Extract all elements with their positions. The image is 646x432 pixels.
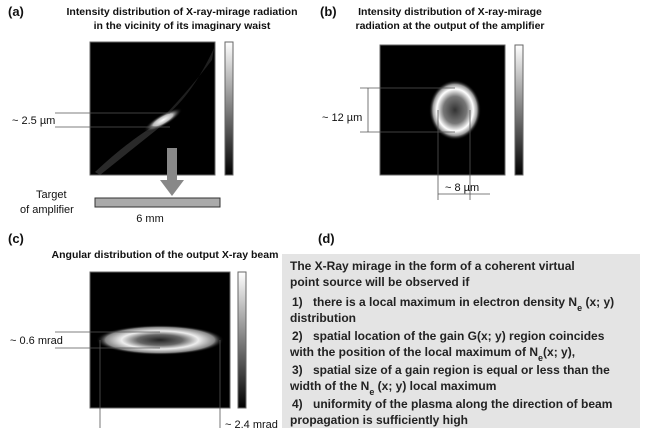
item-number: 2) (292, 329, 303, 343)
panel-title: Angular distribution of the output X-ray… (52, 249, 279, 261)
panel-title: Intensity distribution of X-ray-mirage r… (66, 6, 297, 18)
item-text: with the position of the local maximum o… (289, 345, 575, 363)
dimension-label: ~ 2.4 mrad (225, 419, 278, 431)
subscript: e (538, 353, 543, 363)
item-text: propagation is sufficiently high (290, 413, 468, 427)
heatmap (89, 41, 216, 176)
text-segment: spatial size of a gain region is equal o… (313, 363, 610, 377)
heading: point source will be observed if (290, 275, 470, 289)
colorbar (237, 271, 247, 409)
panel-title: in the vicinity of its imaginary waist (94, 20, 271, 32)
text-segment: (x; y) (582, 295, 614, 309)
hot-spot (143, 107, 183, 133)
dimension-label: ~ 0.6 mrad (10, 335, 63, 347)
item-text: spatial size of a gain region is equal o… (313, 363, 610, 377)
text-segment: with the position of the local maximum o… (289, 345, 538, 359)
dimension-label: ~ 8 µm (445, 182, 479, 194)
ring (429, 80, 481, 140)
dimension-label: ~ 2.5 µm (12, 115, 55, 127)
panel-label: (d) (318, 231, 335, 246)
panel-title: radiation at the output of the amplifier (356, 20, 545, 32)
panel-d: (d) The X-Ray mirage in the form of a co… (282, 231, 640, 428)
item-text: width of the Ne (x; y) local maximum (289, 379, 496, 397)
arrow-shaft (167, 148, 177, 180)
target-bar (94, 197, 221, 208)
text-segment: uniformity of the plasma along the direc… (313, 397, 612, 411)
length-label: 6 mm (136, 213, 164, 225)
conditions-box (282, 254, 640, 428)
text-segment: (x; y) local maximum (374, 379, 496, 393)
panel-label: (c) (8, 231, 24, 246)
subscript: e (577, 303, 582, 313)
text-segment: width of the N (289, 379, 369, 393)
text-segment: there is a local maximum in electron den… (313, 295, 577, 309)
item-text: there is a local maximum in electron den… (313, 295, 614, 313)
item-text: distribution (290, 311, 356, 325)
item-number: 1) (292, 295, 303, 309)
beam-spot (96, 325, 224, 355)
text-segment: (x; y), (543, 345, 575, 359)
arrow-head (160, 180, 184, 196)
panel-label: (b) (320, 4, 337, 19)
subscript: e (369, 387, 374, 397)
target-label: Target (36, 189, 67, 201)
panel-a: (a) Intensity distribution of X-ray-mira… (8, 4, 298, 225)
target-label: of amplifier (20, 204, 74, 216)
item-text: spatial location of the gain G(x; y) reg… (313, 329, 605, 343)
text-segment: distribution (290, 311, 356, 325)
item-number: 4) (292, 397, 303, 411)
panel-title: Intensity distribution of X-ray-mirage (358, 6, 542, 18)
colorbar (224, 41, 234, 176)
dimension-label: ~ 12 µm (322, 112, 362, 124)
heading: The X-Ray mirage in the form of a cohere… (290, 259, 575, 273)
panel-b: (b) Intensity distribution of X-ray-mira… (320, 4, 545, 200)
panel-c: (c) Angular distribution of the output X… (8, 231, 278, 431)
item-number: 3) (292, 363, 303, 377)
colorbar (514, 44, 524, 176)
text-segment: propagation is sufficiently high (290, 413, 468, 427)
item-text: uniformity of the plasma along the direc… (313, 397, 612, 411)
panel-label: (a) (8, 4, 24, 19)
text-segment: spatial location of the gain G(x; y) reg… (313, 329, 605, 343)
